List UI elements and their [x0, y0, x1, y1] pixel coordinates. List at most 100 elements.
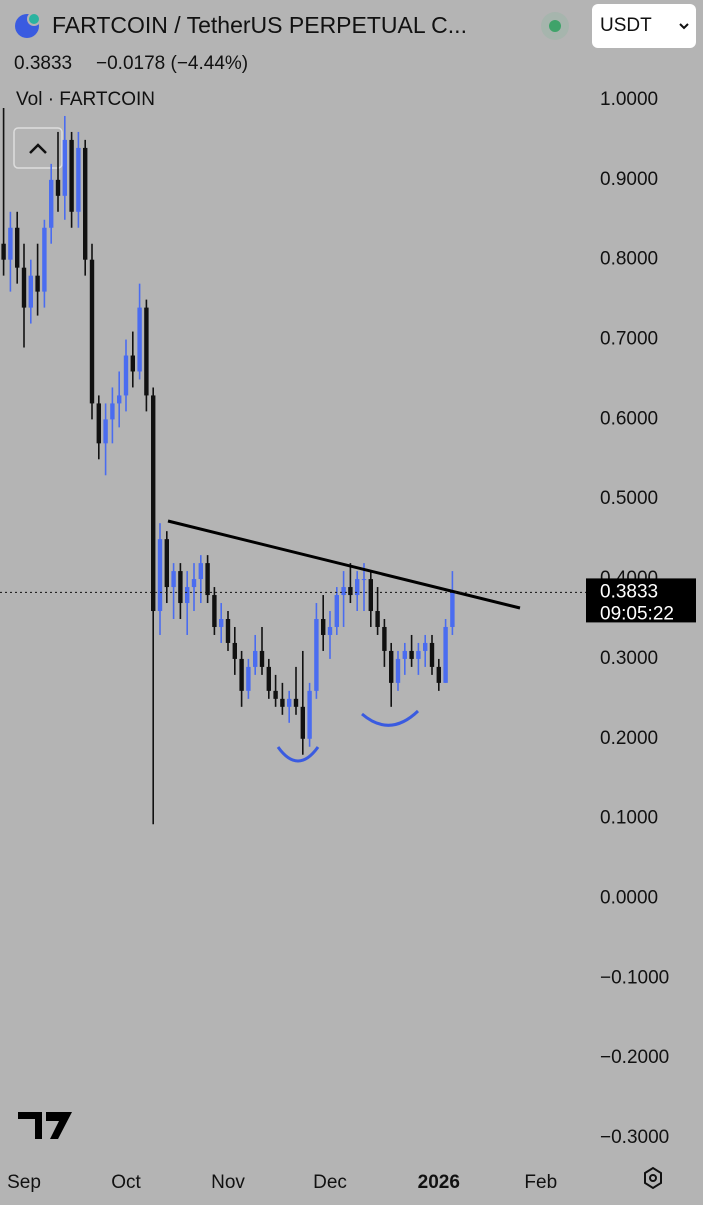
candle-body — [205, 563, 210, 596]
candle-body — [1, 243, 6, 260]
candle-body — [368, 579, 373, 612]
candle-body — [389, 650, 394, 683]
candle-body — [76, 147, 81, 212]
settings-icon[interactable] — [644, 1166, 662, 1190]
candle-body — [96, 403, 101, 444]
candle-body — [110, 403, 115, 420]
candle-body — [62, 139, 67, 196]
collapse-button[interactable] — [13, 127, 63, 169]
candle-body — [348, 587, 353, 596]
candle-body — [259, 650, 265, 667]
candle-body — [89, 259, 95, 404]
candle-body — [69, 139, 74, 212]
trendline — [167, 519, 521, 610]
price: 0.3833 — [14, 53, 72, 74]
candle-body — [334, 595, 339, 627]
candle-body — [327, 626, 333, 635]
candle-body — [287, 698, 292, 707]
price-tag — [586, 578, 696, 623]
collapse-icon — [29, 143, 47, 154]
x-tick-label: Oct — [111, 1172, 141, 1193]
candle-body — [300, 706, 305, 739]
candle-body — [198, 563, 203, 580]
candle-body — [21, 267, 27, 308]
candle-body — [321, 619, 326, 635]
candle-body — [341, 587, 346, 596]
x-tick-label: 2026 — [418, 1172, 460, 1193]
x-tick-label: Dec — [313, 1172, 347, 1193]
dropdown-caret — [679, 23, 689, 30]
candle-body — [83, 147, 88, 260]
candle-body — [123, 355, 129, 396]
price-tag-value: 0.3833 — [600, 581, 658, 602]
candle-body — [191, 579, 197, 588]
candle-body — [55, 179, 61, 196]
y-tick-label: 0.8000 — [600, 249, 658, 270]
settings-icon-center — [649, 1174, 657, 1182]
x-tick-label: Sep — [7, 1172, 41, 1193]
candle-body — [443, 626, 448, 683]
y-tick-label: 0.5000 — [600, 488, 658, 509]
candle-body — [436, 666, 441, 683]
candle-body — [8, 227, 13, 260]
candle-body — [232, 642, 237, 659]
left-shoulder-curve — [276, 746, 320, 763]
x-tick-label: Feb — [524, 1172, 557, 1193]
candle-body — [144, 307, 149, 396]
currency-label: USDT — [600, 15, 652, 36]
plot — [1, 107, 455, 825]
candle-body — [246, 666, 251, 691]
candle-body — [423, 642, 428, 651]
right-shoulder-curve — [361, 709, 420, 727]
candle-body — [35, 275, 40, 292]
y-tick-label: 0.3000 — [600, 648, 658, 669]
candle-body — [355, 579, 360, 596]
candle-body — [361, 579, 367, 581]
candle-body — [157, 539, 163, 612]
candle-body — [307, 690, 312, 739]
candle-body — [137, 307, 142, 372]
y-tick-label: 1.0000 — [600, 89, 658, 110]
candle-body — [117, 395, 122, 404]
price-change: −0.0178 (−4.44%) — [96, 53, 248, 74]
candle-body — [409, 650, 414, 659]
candle-body — [164, 539, 169, 588]
price-tag-countdown: 09:05:22 — [600, 603, 674, 624]
y-tick-label: −0.3000 — [600, 1127, 669, 1148]
candle-body — [253, 650, 258, 667]
candle-body — [15, 227, 20, 268]
candle-body — [375, 611, 380, 627]
candle-body — [212, 595, 217, 627]
coin-badge — [27, 12, 41, 26]
candle-body — [450, 592, 455, 627]
x-tick-label: Nov — [211, 1172, 245, 1193]
y-tick-label: −0.1000 — [600, 967, 669, 988]
candle-body — [429, 642, 435, 667]
candle-body — [314, 619, 319, 691]
candle-body — [293, 698, 299, 707]
volume-legend: Vol · FARTCOIN — [16, 89, 155, 110]
candle-body — [273, 690, 278, 699]
candle-body — [402, 650, 407, 659]
candle-body — [151, 395, 156, 612]
y-tick-label: 0.2000 — [600, 728, 658, 749]
y-tick-label: 0.7000 — [600, 329, 658, 350]
candle-body — [49, 179, 54, 228]
y-tick-label: 0.6000 — [600, 408, 658, 429]
candle-body — [225, 619, 231, 643]
candle-body — [42, 227, 47, 292]
y-tick-label: −0.2000 — [600, 1047, 669, 1068]
candle-body — [178, 571, 183, 604]
candle-body — [219, 619, 224, 627]
candle-body — [130, 355, 135, 372]
y-tick-label: 0.1000 — [600, 808, 658, 829]
currency-select[interactable] — [592, 4, 696, 48]
tradingview-logo — [18, 1112, 72, 1139]
candle-body — [395, 658, 401, 683]
candle-body — [103, 419, 108, 444]
y-tick-label: 0.0000 — [600, 887, 658, 908]
symbol-title: FARTCOIN / TetherUS PERPETUAL C... — [52, 12, 467, 38]
